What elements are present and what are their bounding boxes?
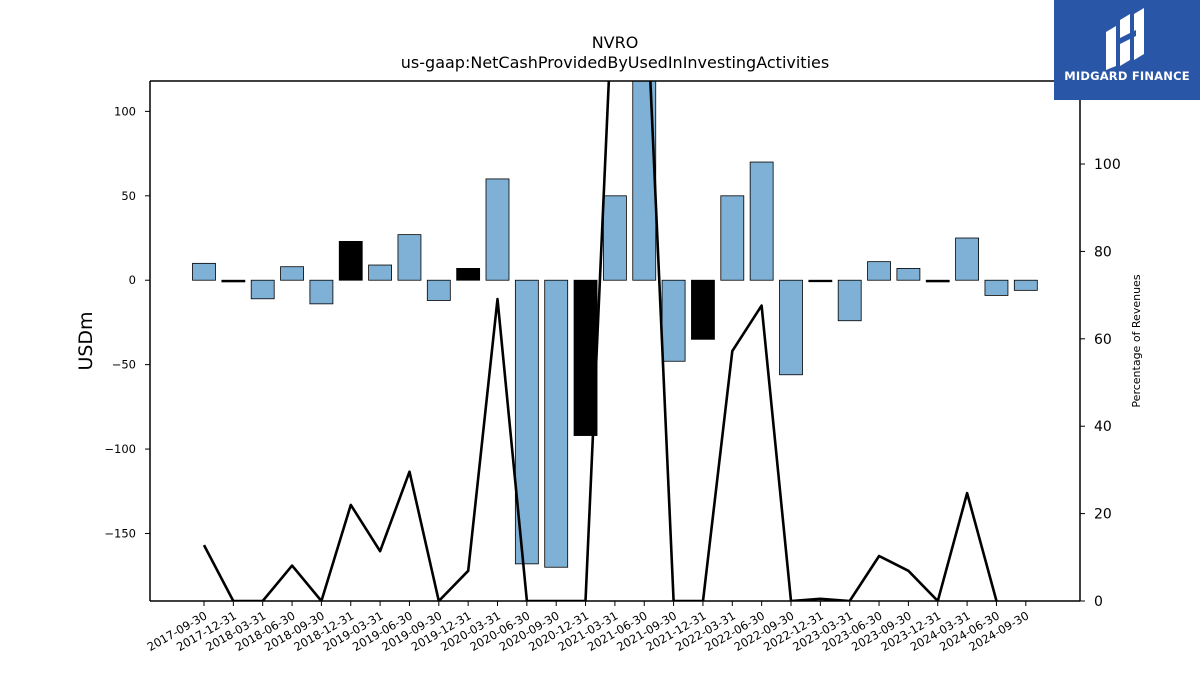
bar (720, 195, 745, 281)
bar (691, 279, 715, 340)
bar (837, 279, 862, 322)
bar (368, 264, 393, 281)
y2-tick-label: 40 (1094, 419, 1112, 435)
bar (779, 279, 803, 376)
bar (397, 234, 422, 281)
y-tick-label: 50 (121, 189, 136, 203)
bar (867, 261, 891, 281)
line-series (202, 81, 998, 601)
bar (1013, 279, 1038, 291)
bar-series (192, 81, 1038, 568)
bar (250, 279, 275, 300)
y-tick-label: −100 (104, 442, 136, 456)
y2-tick-label: 80 (1094, 244, 1112, 260)
bar (603, 195, 627, 281)
y2-tick-label: 100 (1094, 157, 1121, 173)
bar (426, 279, 451, 301)
bar (955, 237, 979, 281)
bar (896, 268, 921, 281)
logo-text: MIDGARD FINANCE (1064, 69, 1190, 83)
y2-tick-label: 60 (1094, 332, 1112, 348)
y-axis-ticks: −150 −100 −50 0 50 100 (104, 104, 150, 540)
bar (808, 279, 833, 283)
chart-subtitle: us-gaap:NetCashProvidedByUsedInInvesting… (401, 53, 829, 72)
midgard-logo-icon (1106, 8, 1144, 70)
bar (280, 266, 304, 281)
bar (338, 240, 363, 281)
line-percentage-of-revenues (202, 81, 998, 601)
y-tick-label: 0 (129, 273, 136, 287)
x-axis-ticks: 2017-09-302017-12-312018-03-312018-06-30… (145, 601, 1031, 654)
bar (485, 178, 510, 281)
y2-tick-label: 20 (1094, 507, 1112, 523)
y2-axis-ticks: 0 20 40 60 80 100 (1080, 157, 1121, 610)
bar (544, 279, 569, 568)
y-tick-label: 100 (114, 104, 136, 118)
y2-tick-label: 0 (1094, 594, 1103, 610)
bar (309, 279, 334, 305)
y2-axis-label: Percentage of Revenues (1130, 274, 1143, 407)
y-tick-label: −50 (112, 358, 136, 372)
chart-title: NVRO (592, 33, 639, 52)
bar (456, 268, 481, 281)
axes (149, 80, 1081, 602)
bar (925, 279, 950, 283)
bar (661, 279, 686, 362)
y-axis-label: USDm (75, 311, 97, 370)
bar (749, 161, 774, 281)
brand-logo: MIDGARD FINANCE (1054, 0, 1200, 100)
y-tick-label: −150 (104, 526, 136, 540)
bar (514, 279, 539, 565)
bar (192, 262, 216, 281)
bar (984, 279, 1009, 296)
bar (221, 279, 246, 283)
